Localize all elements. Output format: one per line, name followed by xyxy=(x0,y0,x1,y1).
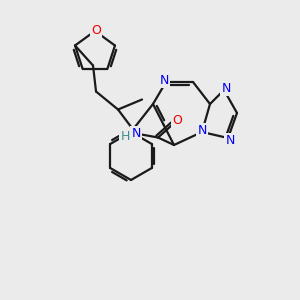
Text: N: N xyxy=(225,134,235,146)
Text: H: H xyxy=(120,130,130,143)
Text: N: N xyxy=(197,124,207,136)
Text: O: O xyxy=(91,23,101,37)
Text: N: N xyxy=(159,74,169,86)
Text: N: N xyxy=(221,82,231,94)
Text: O: O xyxy=(172,114,182,127)
Text: N: N xyxy=(131,127,141,140)
